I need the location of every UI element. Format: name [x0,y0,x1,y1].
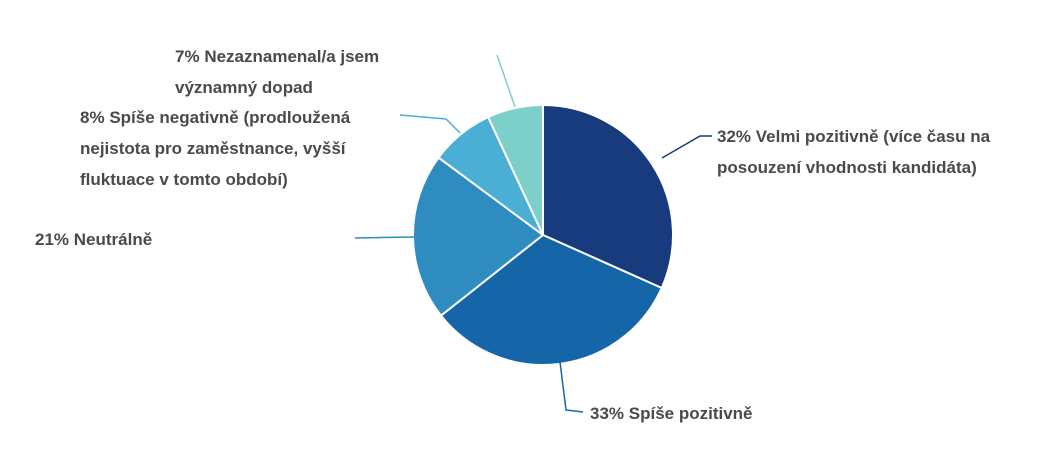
category-label: Velmi pozitivně (více času na posouzení … [717,127,991,177]
category-label: Neutrálně [73,230,153,249]
leader-line [496,54,516,108]
slice-label: 7% Nezaznamenal/a jsem významný dopad [175,41,405,103]
leader-line [559,361,584,413]
value-label: 8% [80,108,105,127]
leader-line [661,135,712,159]
slice-label: 21% Neutrálně [35,224,235,255]
value-label: 21% [35,230,70,249]
pie-slice [486,103,544,236]
pie-slice [542,103,674,290]
value-label: 7% [175,47,200,66]
leader-line [354,236,415,239]
slice-label: 33% Spíše pozitivně [590,398,890,429]
category-label: Spíše negativně (prodloužená nejistota p… [80,108,351,189]
leader-line [399,114,461,134]
pie-slice [439,233,664,366]
value-label: 33% [590,404,625,423]
value-label: 32% [717,127,752,146]
slice-label: 32% Velmi pozitivně (více času na posouz… [717,121,1017,183]
category-label: Nezaznamenal/a jsem významný dopad [175,47,380,97]
category-label: Spíše pozitivně [628,404,753,423]
slice-label: 8% Spíše negativně (prodloužená nejistot… [80,102,370,195]
